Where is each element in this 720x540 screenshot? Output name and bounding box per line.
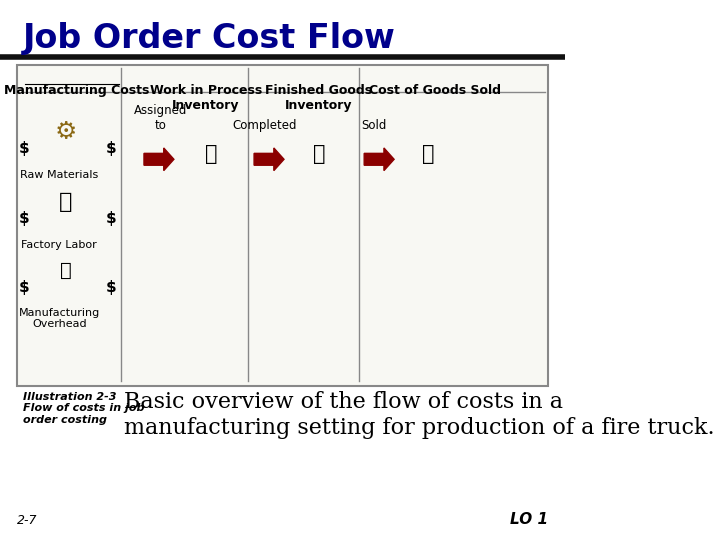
Text: Cost of Goods Sold: Cost of Goods Sold xyxy=(369,84,500,97)
FancyBboxPatch shape xyxy=(17,65,548,386)
Text: 🏭: 🏭 xyxy=(60,260,72,280)
Text: Job Order Cost Flow: Job Order Cost Flow xyxy=(22,22,395,55)
Text: 🚒: 🚒 xyxy=(312,144,325,164)
Text: $: $ xyxy=(19,211,29,226)
FancyArrow shape xyxy=(144,148,174,171)
Text: Raw Materials: Raw Materials xyxy=(20,170,99,180)
Text: 🚒: 🚒 xyxy=(205,144,218,164)
Text: Assigned
to: Assigned to xyxy=(134,104,188,132)
Text: Factory Labor: Factory Labor xyxy=(22,240,97,251)
Text: 🚒: 🚒 xyxy=(422,144,434,164)
Text: Manufacturing Costs: Manufacturing Costs xyxy=(4,84,149,97)
Text: Manufacturing
Overhead: Manufacturing Overhead xyxy=(19,308,100,329)
Text: Illustration 2-3
Flow of costs in job
order costing: Illustration 2-3 Flow of costs in job or… xyxy=(22,392,144,424)
Text: Completed: Completed xyxy=(232,119,297,132)
FancyArrow shape xyxy=(254,148,284,171)
Text: ⚙: ⚙ xyxy=(55,120,77,144)
Text: $: $ xyxy=(19,141,29,156)
Text: Work in Process
Inventory: Work in Process Inventory xyxy=(150,84,262,112)
Text: 2-7: 2-7 xyxy=(17,514,37,526)
Text: $: $ xyxy=(106,280,117,295)
Text: Sold: Sold xyxy=(361,119,387,132)
Text: $: $ xyxy=(19,280,29,295)
Text: $: $ xyxy=(106,211,117,226)
Text: 👷: 👷 xyxy=(59,192,73,213)
FancyArrow shape xyxy=(364,148,394,171)
Text: Finished Goods
Inventory: Finished Goods Inventory xyxy=(266,84,372,112)
Text: LO 1: LO 1 xyxy=(510,511,548,526)
Text: Basic overview of the flow of costs in a
manufacturing setting for production of: Basic overview of the flow of costs in a… xyxy=(125,392,715,439)
Text: $: $ xyxy=(106,141,117,156)
